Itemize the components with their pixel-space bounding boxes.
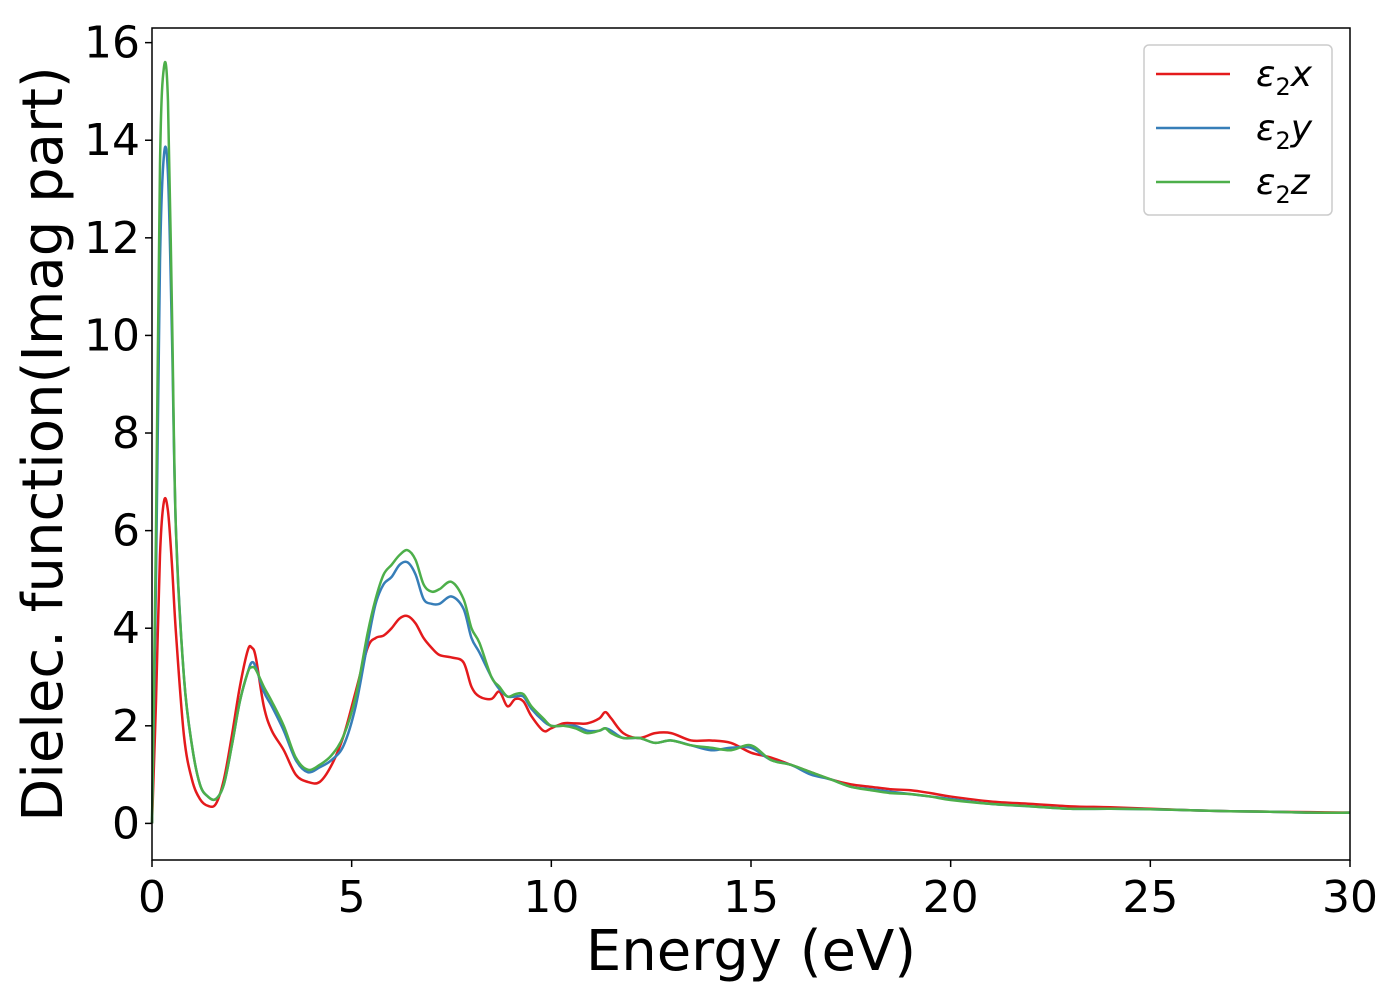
x-tick-label: 5	[338, 872, 366, 923]
x-tick-label: 25	[1122, 872, 1178, 923]
legend: ε2x ε2y ε2z	[1143, 44, 1333, 216]
y-tick-label: 14	[84, 115, 140, 166]
y-tick-label: 8	[112, 408, 140, 459]
x-tick-label: 10	[523, 872, 579, 923]
legend-label: ε2x	[1256, 54, 1313, 101]
y-tick-label: 12	[84, 213, 140, 264]
y-tick-label: 2	[112, 701, 140, 752]
series-line-z	[150, 60, 1351, 824]
y-tick-label: 16	[84, 18, 140, 69]
legend-label: ε2y	[1256, 108, 1313, 155]
y-tick-label: 6	[112, 506, 140, 557]
y-tick-label: 0	[112, 798, 140, 849]
x-tick-label: 30	[1322, 872, 1378, 923]
series-layer	[150, 60, 1351, 824]
x-axis-label: Energy (eV)	[586, 919, 916, 984]
y-tick-label: 10	[84, 310, 140, 361]
legend-label: ε2z	[1256, 162, 1311, 209]
x-tick-label: 0	[138, 872, 166, 923]
series-line-x	[150, 497, 1351, 824]
y-axis-label: Dielec. function(Imag part)	[11, 66, 76, 822]
x-axis-ticks: 0 5 10 15 20 25 30	[138, 860, 1378, 923]
x-tick-label: 20	[923, 872, 979, 923]
legend-box	[1143, 44, 1333, 216]
y-axis-ticks: 0 2 4 6 8 10 12 14 16	[84, 18, 152, 849]
y-tick-label: 4	[112, 603, 140, 654]
x-tick-label: 15	[723, 872, 779, 923]
